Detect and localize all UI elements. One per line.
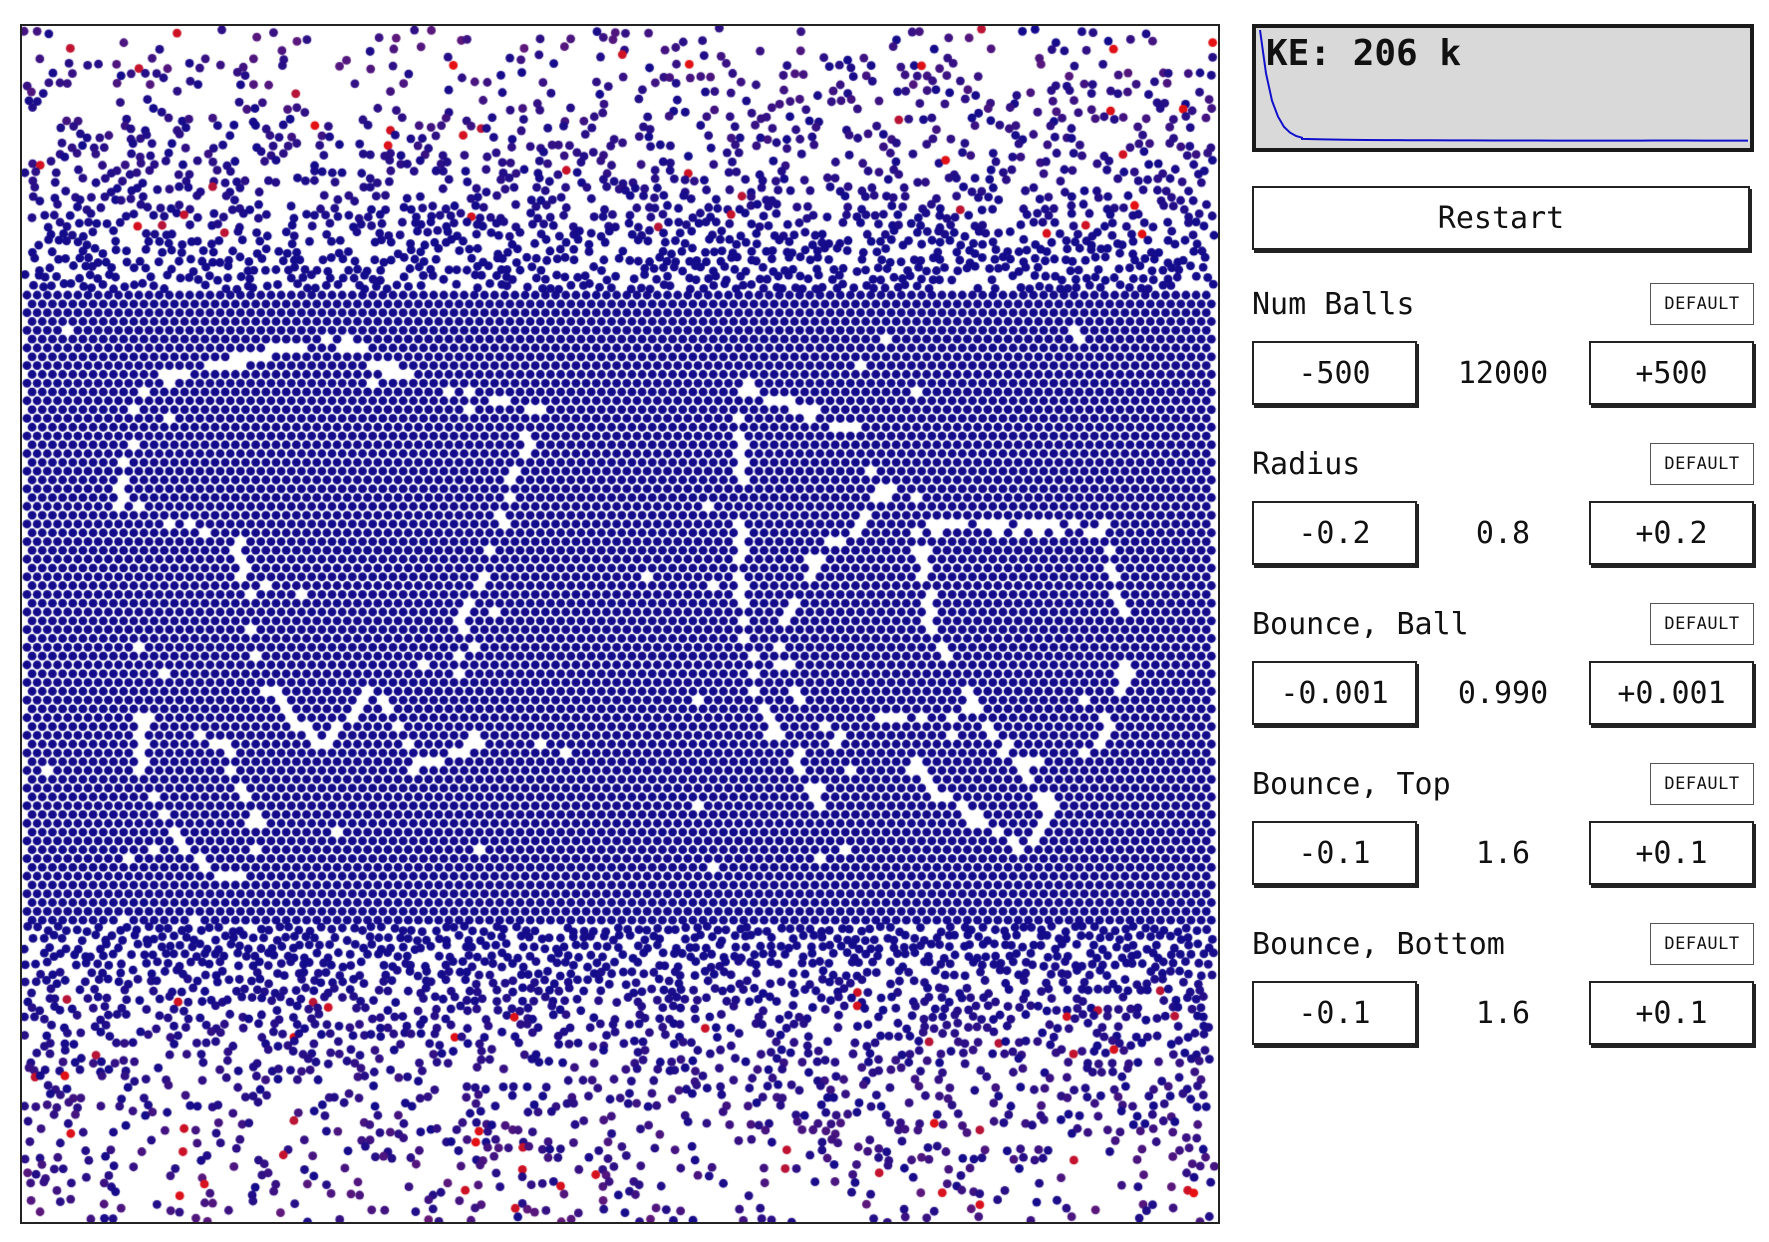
control-label: Bounce, Bottom — [1252, 926, 1505, 962]
radius-value: 0.8 — [1475, 515, 1531, 551]
control-num-balls: Num Balls DEFAULT -500 12000 +500 — [1252, 282, 1754, 406]
kinetic-energy-plot — [1259, 29, 1748, 142]
control-radius: Radius DEFAULT -0.2 0.8 +0.2 — [1252, 442, 1754, 566]
control-bounce-top: Bounce, Top DEFAULT -0.1 1.6 +0.1 — [1252, 762, 1754, 886]
control-label: Bounce, Ball — [1252, 606, 1469, 642]
kinetic-energy-graph: KE: 206 k — [1252, 24, 1754, 152]
control-bounce-bottom: Bounce, Bottom DEFAULT -0.1 1.6 +0.1 — [1252, 922, 1754, 1046]
kinetic-energy-label: KE: 206 k — [1266, 33, 1462, 74]
bounce-bottom-default-button[interactable]: DEFAULT — [1650, 923, 1754, 965]
control-bounce-ball: Bounce, Ball DEFAULT -0.001 0.990 +0.001 — [1252, 602, 1754, 726]
bounce-ball-default-button[interactable]: DEFAULT — [1650, 603, 1754, 645]
num-balls-decrease-button[interactable]: -500 — [1252, 341, 1417, 405]
bounce-top-decrease-button[interactable]: -0.1 — [1252, 821, 1417, 885]
num-balls-value: 12000 — [1457, 355, 1549, 391]
control-panel: KE: 206 k Restart Num Balls DEFAULT -500… — [1252, 24, 1754, 1046]
radius-increase-button[interactable]: +0.2 — [1589, 501, 1754, 565]
radius-default-button[interactable]: DEFAULT — [1650, 443, 1754, 485]
control-label: Bounce, Top — [1252, 766, 1451, 802]
num-balls-default-button[interactable]: DEFAULT — [1650, 283, 1754, 325]
bounce-bottom-decrease-button[interactable]: -0.1 — [1252, 981, 1417, 1045]
simulation-canvas[interactable] — [20, 24, 1220, 1224]
num-balls-increase-button[interactable]: +500 — [1589, 341, 1754, 405]
bounce-top-increase-button[interactable]: +0.1 — [1589, 821, 1754, 885]
bounce-ball-value: 0.990 — [1457, 675, 1549, 711]
bounce-top-value: 1.6 — [1475, 835, 1531, 871]
bounce-bottom-increase-button[interactable]: +0.1 — [1589, 981, 1754, 1045]
restart-button[interactable]: Restart — [1252, 186, 1750, 250]
control-label: Num Balls — [1252, 286, 1415, 322]
parameter-controls: Num Balls DEFAULT -500 12000 +500 Radius… — [1252, 282, 1754, 1046]
bounce-ball-decrease-button[interactable]: -0.001 — [1252, 661, 1417, 725]
bounce-ball-increase-button[interactable]: +0.001 — [1589, 661, 1754, 725]
bounce-bottom-value: 1.6 — [1475, 995, 1531, 1031]
radius-decrease-button[interactable]: -0.2 — [1252, 501, 1417, 565]
bounce-top-default-button[interactable]: DEFAULT — [1650, 763, 1754, 805]
control-label: Radius — [1252, 446, 1361, 482]
kinetic-energy-line — [1259, 29, 1748, 142]
